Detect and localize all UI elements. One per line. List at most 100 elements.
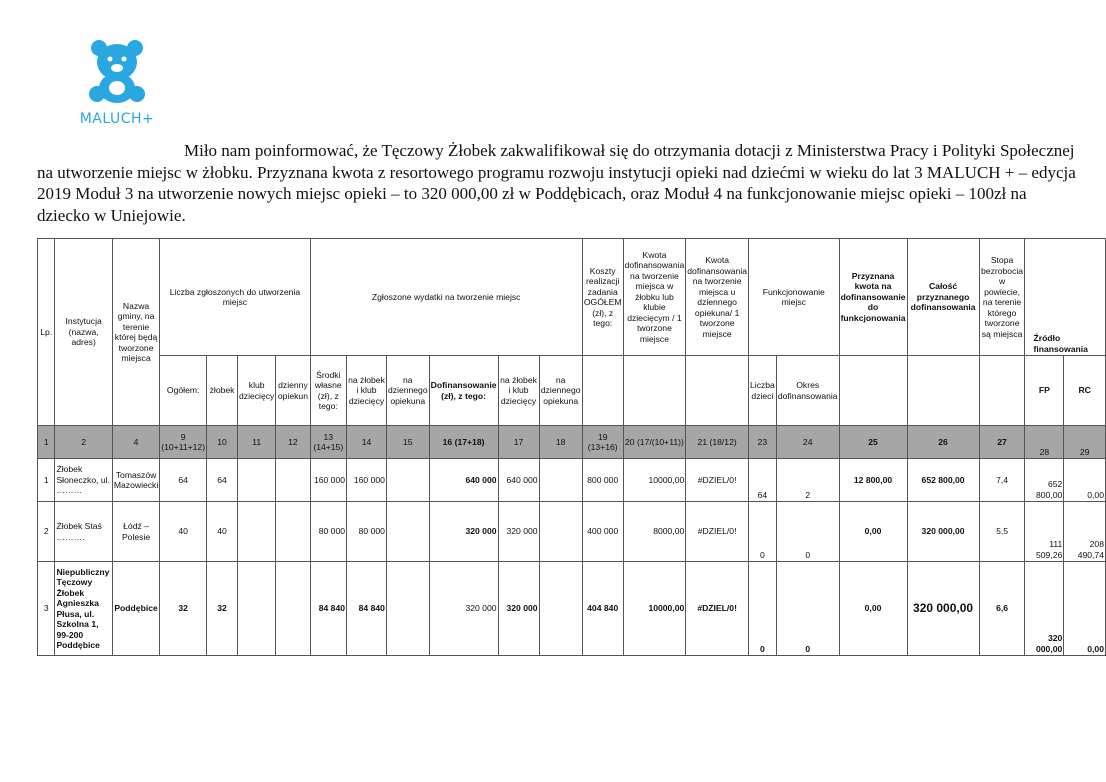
teddy-bear-icon — [89, 40, 145, 103]
header-source: Źródło finansowania — [1024, 238, 1106, 356]
cell-okres: 2 — [775, 458, 840, 502]
header-granted-operation: Przyznana kwota na dofinansowanie do fun… — [838, 238, 908, 356]
logo-text: MALUCH+ — [79, 111, 155, 127]
header-expenses: Zgłoszone wydatki na tworzenie miejsc — [309, 238, 583, 356]
maluch-logo: MALUCH+ — [72, 38, 162, 127]
header-places-count: Liczba zgłoszonych do utworzenia miejsc — [159, 238, 311, 356]
cell-sr_zk: 80 000 — [346, 501, 387, 562]
column-number: 28 — [1024, 425, 1065, 459]
cell-dofin: 640 000 — [428, 458, 499, 502]
cell-srodki: 80 000 — [309, 501, 348, 562]
column-number: 25 — [838, 425, 908, 459]
cell-kwota1: 8000,00 — [622, 501, 687, 562]
column-number: 10 — [206, 425, 238, 459]
cell-sr_do — [385, 501, 430, 562]
column-number: 12 — [275, 425, 311, 459]
cell-gmina: Łódź – Polesie — [111, 501, 161, 562]
cell-zlobek: 32 — [206, 561, 238, 656]
cell-kwota1: 10000,00 — [622, 561, 687, 656]
column-number: 1 — [36, 425, 56, 459]
cell-kwota2: #DZIEL/0! — [685, 458, 749, 502]
sub-header: Liczba dzieci — [748, 355, 777, 426]
table-row: 3 Niepubliczny Tęczowy Żłobek Agnieszka P… — [36, 561, 1106, 656]
funding-table: Lp. Instytucja (nazwa, adres) Nazwa gmin… — [36, 238, 1106, 656]
cell-do_zk: 320 000 — [497, 501, 540, 562]
sub-header: żłobek — [206, 355, 238, 426]
cell-gmina: Poddębice — [111, 561, 161, 656]
cell-klub — [236, 561, 277, 656]
cell-przyzn: 0,00 — [838, 501, 908, 562]
cell-dzieci: 0 — [748, 501, 777, 562]
cell-gmina: Tomaszów Mazowiecki — [111, 458, 161, 502]
cell-zlobek: 64 — [206, 458, 238, 502]
cell-dzienny — [275, 561, 311, 656]
cell-sr_do — [385, 458, 430, 502]
sub-header: Dofinansowanie (zł), z tego: — [428, 355, 499, 426]
cell-kwota2: #DZIEL/0! — [685, 561, 749, 656]
cell-calosc: 652 800,00 — [906, 458, 980, 502]
header-municipality: Nazwa gminy, na terenie której będą twor… — [111, 238, 161, 426]
cell-kwota2: #DZIEL/0! — [685, 501, 749, 562]
header-amount-nursery: Kwota dofinansowania na tworzenie miejsc… — [622, 238, 687, 356]
column-number: 16 (17+18) — [428, 425, 499, 459]
cell-zlobek: 40 — [206, 501, 238, 562]
sub-header: Okres dofinansowania — [775, 355, 840, 426]
cell-sr_do — [385, 561, 430, 656]
cell-koszty: 800 000 — [581, 458, 624, 502]
cell-srodki: 160 000 — [309, 458, 348, 502]
cell-stopa: 5,5 — [978, 501, 1026, 562]
header-unemployment: Stopa bezrobocia w powiecie, na terenie … — [978, 238, 1026, 356]
sub-header: Ogółem: — [159, 355, 208, 426]
header-operation: Funkcjonowanie miejsc — [748, 238, 840, 356]
column-number: 19 (13+16) — [581, 425, 624, 459]
sub-header: dzienny opiekun — [275, 355, 311, 426]
column-number: 24 — [775, 425, 840, 459]
column-number: 11 — [236, 425, 277, 459]
cell-lp: 2 — [36, 501, 56, 562]
cell-ogolem: 40 — [159, 501, 208, 562]
cell-dofin: 320 000 — [428, 501, 499, 562]
header-institution: Instytucja (nazwa, adres) — [54, 238, 113, 426]
cell-dzieci: 64 — [748, 458, 777, 502]
column-number: 23 — [748, 425, 777, 459]
cell-ogolem: 64 — [159, 458, 208, 502]
cell-dofin: 320 000 — [428, 561, 499, 656]
cell-do_do — [538, 561, 583, 656]
sub-header: na żłobek i klub dziecięcy — [346, 355, 387, 426]
cell-lp: 3 — [36, 561, 56, 656]
cell-srodki: 84 840 — [309, 561, 348, 656]
cell-do_zk: 640 000 — [497, 458, 540, 502]
sub-header: na dziennego opiekuna — [538, 355, 583, 426]
cell-sr_zk: 84 840 — [346, 561, 387, 656]
column-number: 15 — [385, 425, 430, 459]
header-lp: Lp. — [36, 238, 56, 426]
sub-header: klub dziecięcy — [236, 355, 277, 426]
sub-header: RC — [1063, 355, 1106, 426]
cell-dzienny — [275, 458, 311, 502]
cell-lp: 1 — [36, 458, 56, 502]
cell-fp: 320 000,00 — [1024, 561, 1065, 656]
header-amount-caregiver: Kwota dofinansowania na tworzenie miejsc… — [685, 238, 749, 356]
cell-fp: 111 509,26 — [1024, 501, 1065, 562]
column-number: 17 — [497, 425, 540, 459]
cell-okres: 0 — [775, 561, 840, 656]
cell-inst: Żłobek Słoneczko, ul. ……… — [54, 458, 113, 502]
header-total-granted: Całość przyznanego dofinansowania — [906, 238, 980, 356]
cell-rc: 0,00 — [1063, 458, 1106, 502]
cell-do_zk: 320 000 — [497, 561, 540, 656]
cell-calosc: 320 000,00 — [906, 501, 980, 562]
cell-koszty: 400 000 — [581, 501, 624, 562]
cell-dzieci: 0 — [748, 561, 777, 656]
cell-kwota1: 10000,00 — [622, 458, 687, 502]
cell-do_do — [538, 458, 583, 502]
cell-przyzn: 0,00 — [838, 561, 908, 656]
sub-header: Środki własne (zł), z tego: — [309, 355, 348, 426]
column-number: 18 — [538, 425, 583, 459]
cell-dzienny — [275, 501, 311, 562]
column-number: 26 — [906, 425, 980, 459]
cell-rc: 208 490,74 — [1063, 501, 1106, 562]
cell-inst: Niepubliczny Tęczowy Żłobek Agnieszka Pł… — [54, 561, 113, 656]
table-row: 1 Żłobek Słoneczko, ul. ……… Tomaszów Mazow… — [36, 458, 1106, 502]
cell-rc: 0,00 — [1063, 561, 1106, 656]
column-number: 29 — [1063, 425, 1106, 459]
